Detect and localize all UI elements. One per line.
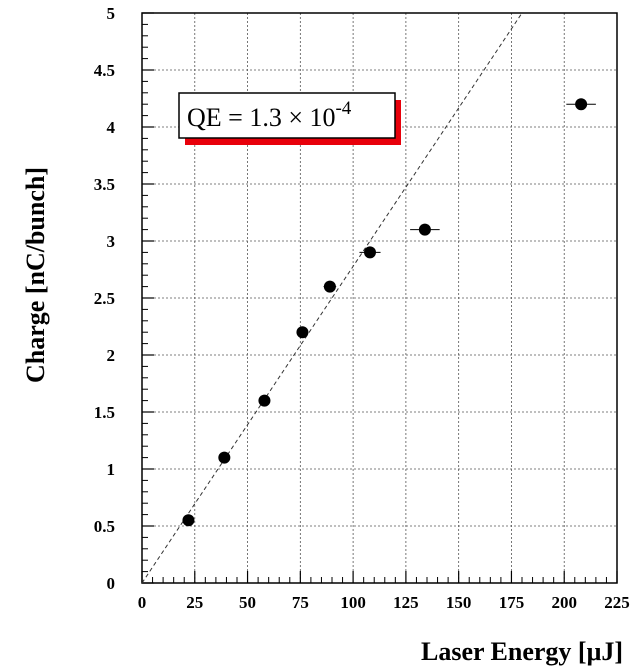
x-tick-label: 25 — [186, 593, 203, 612]
y-tick-label: 1.5 — [94, 403, 115, 422]
y-tick-label: 3.5 — [94, 175, 115, 194]
fit-line-group — [141, 12, 523, 584]
data-points — [182, 98, 596, 527]
annotation-frame — [178, 92, 396, 139]
data-point — [218, 451, 231, 464]
tick-labels: 0 25 50 75 100 125 150 175 200 225 0 0.5 1 1.5 2 2.5 3 3.… — [94, 4, 630, 612]
data-point — [296, 326, 309, 339]
y-tick-label: 0 — [107, 574, 116, 593]
y-tick-label: 3 — [107, 232, 116, 251]
fit-line — [141, 12, 523, 584]
x-tick-label: 175 — [499, 593, 525, 612]
annotation-text: QE = 1.3 × 10-4 — [187, 98, 352, 132]
data-point — [323, 280, 336, 293]
x-tick-label: 100 — [340, 593, 366, 612]
y-tick-label: 5 — [107, 4, 116, 23]
y-tick-label: 4.5 — [94, 61, 115, 80]
data-point — [418, 223, 431, 236]
x-axis-title: Laser Energy [μJ] — [421, 637, 623, 666]
x-tick-label: 225 — [604, 593, 630, 612]
y-axis-title: Charge [nC/bunch] — [21, 167, 50, 383]
x-tick-label: 0 — [138, 593, 147, 612]
data-point — [575, 98, 588, 111]
y-tick-label: 4 — [107, 118, 116, 137]
y-tick-label: 2 — [107, 346, 116, 365]
x-tick-label: 200 — [551, 593, 577, 612]
data-point — [258, 394, 271, 407]
annotation-exponent: -4 — [335, 98, 351, 119]
annotation-box: QE = 1.3 × 10-4 — [178, 92, 401, 145]
x-tick-label: 125 — [393, 593, 419, 612]
y-tick-label: 2.5 — [94, 289, 115, 308]
x-tick-label: 75 — [292, 593, 309, 612]
axes — [141, 12, 618, 584]
y-tick-label: 1 — [107, 460, 116, 479]
x-tick-label: 150 — [446, 593, 472, 612]
data-point — [364, 246, 376, 259]
x-tick-label: 50 — [239, 593, 256, 612]
data-point — [182, 514, 195, 527]
y-tick-label: 0.5 — [94, 517, 115, 536]
annotation-prefix: QE = 1.3 × 10 — [187, 103, 335, 132]
